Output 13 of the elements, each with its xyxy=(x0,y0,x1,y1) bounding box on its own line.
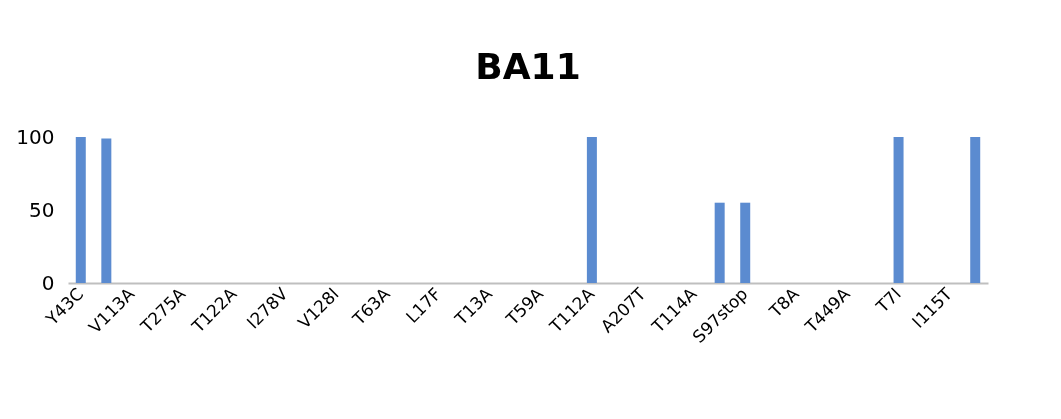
x-tick-label: T8A xyxy=(764,283,803,322)
bar xyxy=(893,137,904,283)
y-tick-label: 0 xyxy=(41,270,55,295)
bar xyxy=(101,138,112,283)
bar xyxy=(714,202,725,283)
bar xyxy=(740,202,751,283)
y-tick-label: 100 xyxy=(16,124,55,149)
chart-title: BA11 xyxy=(475,46,581,87)
y-tick-label: 50 xyxy=(29,197,55,222)
bar xyxy=(75,137,86,283)
bar xyxy=(586,137,597,283)
bar xyxy=(970,137,981,283)
x-tick-label: T7I xyxy=(871,283,905,318)
